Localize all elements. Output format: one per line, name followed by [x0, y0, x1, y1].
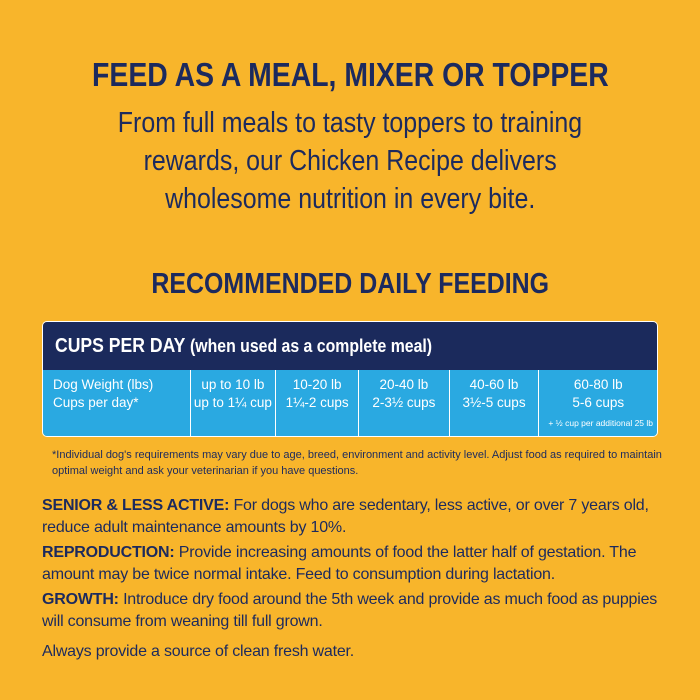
cup-note: + ½ cup per additional 25 lb: [548, 418, 654, 428]
row-label: Cups per day*: [53, 395, 139, 410]
section-label: SENIOR & LESS ACTIVE:: [42, 497, 230, 514]
table-title-note: (when used as a complete meal): [189, 335, 433, 356]
weight: 40-60 lb: [469, 377, 519, 392]
heading: RECOMMENDED DAILY FEEDING: [151, 268, 549, 300]
table-cell: 20-40 lb 2-3½ cups: [359, 370, 450, 436]
weight: 20-40 lb: [379, 377, 429, 392]
cups: up to 1¼ cup: [193, 395, 272, 410]
cups: 2-3½ cups: [372, 395, 436, 410]
table-header: CUPS PER DAY (when used as a complete me…: [43, 322, 657, 370]
cups: 3½-5 cups: [462, 395, 526, 410]
cups: 5-6 cups: [572, 395, 625, 410]
section: SENIOR & LESS ACTIVE: For dogs who are s…: [42, 495, 672, 539]
section-text: For dogs who are sedentary, less active,…: [42, 497, 649, 536]
title: FEED AS A MEAL, MIXER OR TOPPER: [91, 56, 609, 93]
row-label: Dog Weight (lbs): [53, 377, 154, 392]
section-text: Provide increasing amounts of food the l…: [42, 544, 637, 583]
footnote: *Individual dog's requirements may vary …: [52, 449, 662, 477]
section: REPRODUCTION: Provide increasing amounts…: [42, 542, 672, 586]
row-labels: Dog Weight (lbs) Cups per day*: [43, 370, 191, 436]
sections: SENIOR & LESS ACTIVE: For dogs who are s…: [42, 495, 672, 663]
closing: Always provide a source of clean fresh w…: [42, 643, 355, 660]
heading-wrap: RECOMMENDED DAILY FEEDING: [0, 268, 700, 301]
weight: 10-20 lb: [292, 377, 342, 392]
table-cell: 60-80 lb 5-6 cups + ½ cup per additional 2…: [539, 370, 657, 436]
subtitle-wrap: wholesome nutrition in every bite.: [0, 183, 700, 216]
subtitle-line: rewards, our Chicken Recipe delivers: [143, 145, 557, 177]
subtitle-line: From full meals to tasty toppers to trai…: [117, 107, 583, 139]
table-title: CUPS PER DAY: [55, 334, 186, 357]
table-cell: up to 10 lb up to 1¼ cup: [191, 370, 277, 436]
section: GROWTH: Introduce dry food around the 5t…: [42, 589, 672, 633]
table-title-wrap: CUPS PER DAY (when used as a complete me…: [55, 335, 432, 358]
section-label: GROWTH:: [42, 591, 119, 608]
subtitle-wrap: From full meals to tasty toppers to trai…: [0, 107, 700, 140]
title-wrap: FEED AS A MEAL, MIXER OR TOPPER: [0, 56, 700, 94]
cups: 1¼-2 cups: [285, 395, 349, 410]
section-label: REPRODUCTION:: [42, 544, 175, 561]
table-cell: 40-60 lb 3½-5 cups: [450, 370, 540, 436]
feeding-table: CUPS PER DAY (when used as a complete me…: [42, 321, 658, 437]
subtitle-line: wholesome nutrition in every bite.: [164, 183, 536, 215]
subtitle-wrap: rewards, our Chicken Recipe delivers: [0, 145, 700, 178]
weight: 60-80 lb: [573, 377, 623, 392]
section-text: Introduce dry food around the 5th week a…: [42, 591, 658, 630]
table-cell: 10-20 lb 1¼-2 cups: [276, 370, 359, 436]
weight: up to 10 lb: [201, 377, 265, 392]
table-body: Dog Weight (lbs) Cups per day* up to 10 …: [43, 370, 657, 436]
